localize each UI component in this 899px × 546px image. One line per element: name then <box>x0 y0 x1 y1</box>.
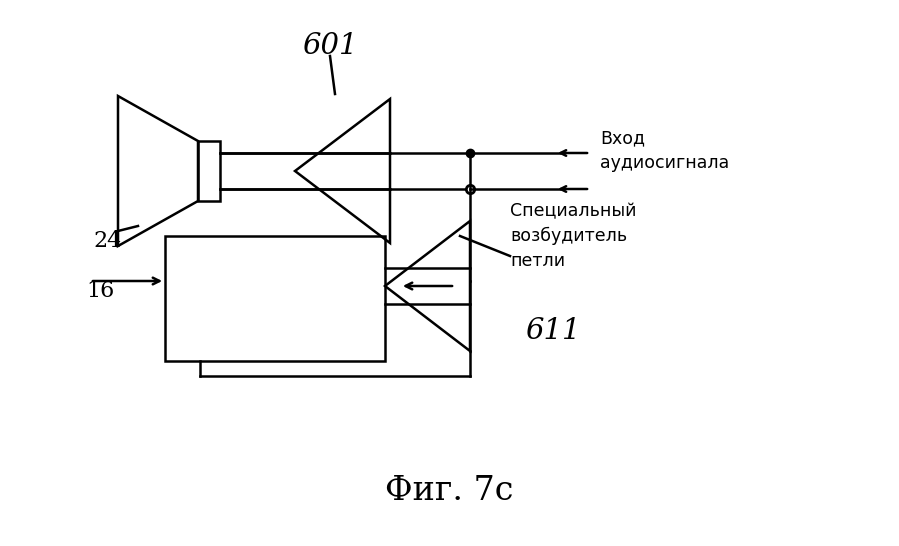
Text: 601: 601 <box>302 32 358 60</box>
Text: Вход
аудиосигнала: Вход аудиосигнала <box>600 129 729 173</box>
Text: 611: 611 <box>525 317 581 345</box>
Text: 16: 16 <box>86 280 114 302</box>
Text: Специальный
возбудитель
петли: Специальный возбудитель петли <box>510 202 636 270</box>
Bar <box>198 141 220 201</box>
Text: Фиг. 7c: Фиг. 7c <box>385 475 513 507</box>
Text: 24: 24 <box>93 230 122 252</box>
Bar <box>165 236 385 361</box>
